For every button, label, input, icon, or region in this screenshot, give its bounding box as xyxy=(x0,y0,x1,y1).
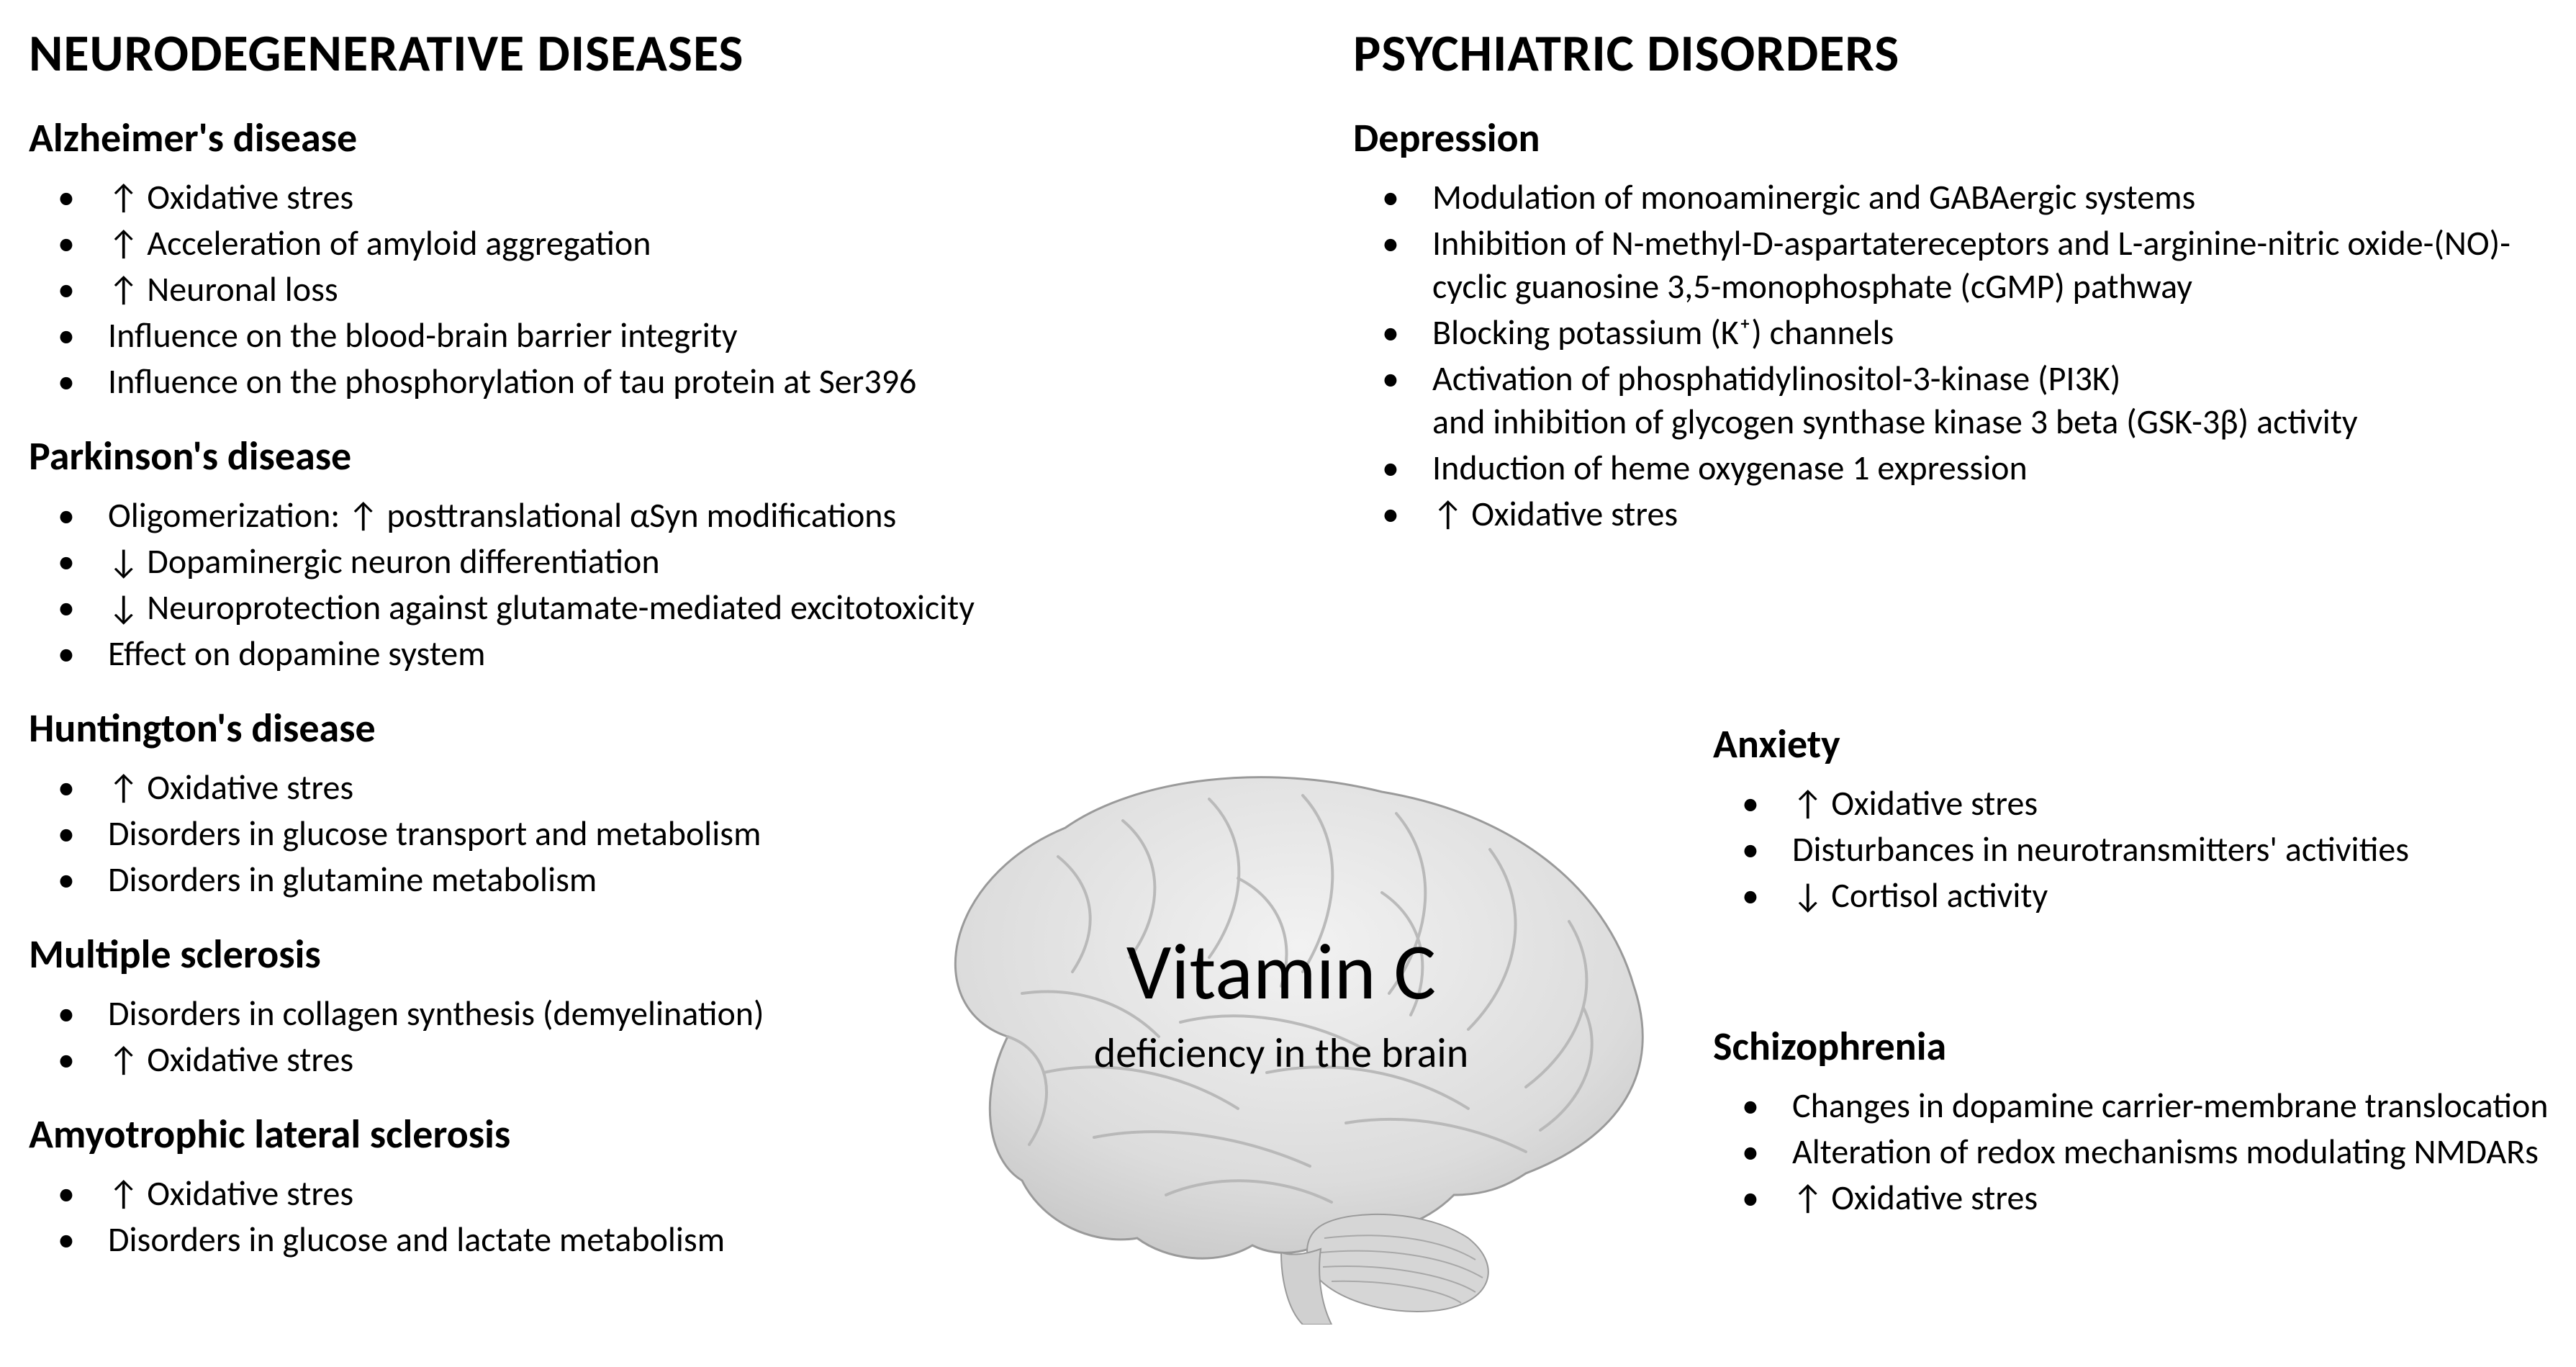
section-anxiety: Anxiety ↑ Oxidative stres Disturbances i… xyxy=(1713,691,2548,920)
section-title: Depression xyxy=(1353,114,2562,163)
bullet-item: Oligomerization: ↑ posttranslational αSy… xyxy=(29,494,1252,537)
bullet-item: Alteration of redox mechanisms modulatin… xyxy=(1713,1130,2562,1173)
bullet-item: Effect on dopamine system xyxy=(29,632,1252,675)
bullet-item: Changes in dopamine carrier-membrane tra… xyxy=(1713,1084,2562,1127)
section-title: Alzheimer's disease xyxy=(29,114,1252,163)
section-alzheimer: Alzheimer's disease ↑ Oxidative stres ↑ … xyxy=(29,114,1252,403)
bullet-item: ↑ Oxidative stres xyxy=(1713,782,2548,825)
bullet-item: Modulation of monoaminergic and GABAergi… xyxy=(1353,176,2562,219)
bullet-item: ↓ Neuroprotection against glutamate-medi… xyxy=(29,586,1252,629)
section-schizophrenia: Schizophrenia Changes in dopamine carrie… xyxy=(1713,993,2562,1222)
brain-title: Vitamin C xyxy=(1094,923,1468,1020)
brain-subtitle: deficiency in the brain xyxy=(1094,1027,1468,1078)
bullet-item: ↑ Oxidative stres xyxy=(1353,492,2562,536)
section-parkinson: Parkinson's disease Oligomerization: ↑ p… xyxy=(29,432,1252,675)
bullet-item: ↓ Dopaminergic neuron differentiation xyxy=(29,540,1252,583)
section-title: Anxiety xyxy=(1713,720,2548,769)
brain-graphic: Vitamin C deficiency in the brain xyxy=(878,734,1684,1325)
bullet-item: ↓ Cortisol activity xyxy=(1713,874,2548,917)
bullet-item: ↑ Oxidative stres xyxy=(29,176,1252,219)
bullet-list: ↑ Oxidative stres ↑ Acceleration of amyl… xyxy=(29,176,1252,403)
bullet-item: Induction of heme oxygenase 1 expression xyxy=(1353,446,2562,489)
brain-label: Vitamin C deficiency in the brain xyxy=(1094,923,1468,1078)
bullet-item: ↑ Acceleration of amyloid aggregation xyxy=(29,222,1252,265)
right-column: PSYCHIATRIC DISORDERS Depression Modulat… xyxy=(1353,22,2562,538)
bullet-item: Disturbances in neurotransmitters' activ… xyxy=(1713,828,2548,871)
section-title: Parkinson's disease xyxy=(29,432,1252,481)
bullet-item: Activation of phosphatidylinositol-3-kin… xyxy=(1353,357,2562,443)
bullet-item: Influence on the blood-brain barrier int… xyxy=(29,314,1252,357)
bullet-list: Modulation of monoaminergic and GABAergi… xyxy=(1353,176,2562,536)
section-title: Schizophrenia xyxy=(1713,1022,2562,1071)
bullet-item: Influence on the phosphorylation of tau … xyxy=(29,360,1252,403)
bullet-list: Changes in dopamine carrier-membrane tra… xyxy=(1713,1084,2562,1219)
bullet-item: Blocking potassium (K⁺) channels xyxy=(1353,311,2562,354)
bullet-item: ↑ Neuronal loss xyxy=(29,268,1252,311)
bullet-item: ↑ Oxidative stres xyxy=(1713,1176,2562,1219)
right-heading: PSYCHIATRIC DISORDERS xyxy=(1353,22,2562,85)
left-heading: NEURODEGENERATIVE DISEASES xyxy=(29,22,1252,85)
bullet-list: ↑ Oxidative stres Disturbances in neurot… xyxy=(1713,782,2548,917)
bullet-list: Oligomerization: ↑ posttranslational αSy… xyxy=(29,494,1252,675)
bullet-item: Inhibition of N-methyl-D-aspartaterecept… xyxy=(1353,222,2562,308)
section-depression: Depression Modulation of monoaminergic a… xyxy=(1353,114,2562,536)
